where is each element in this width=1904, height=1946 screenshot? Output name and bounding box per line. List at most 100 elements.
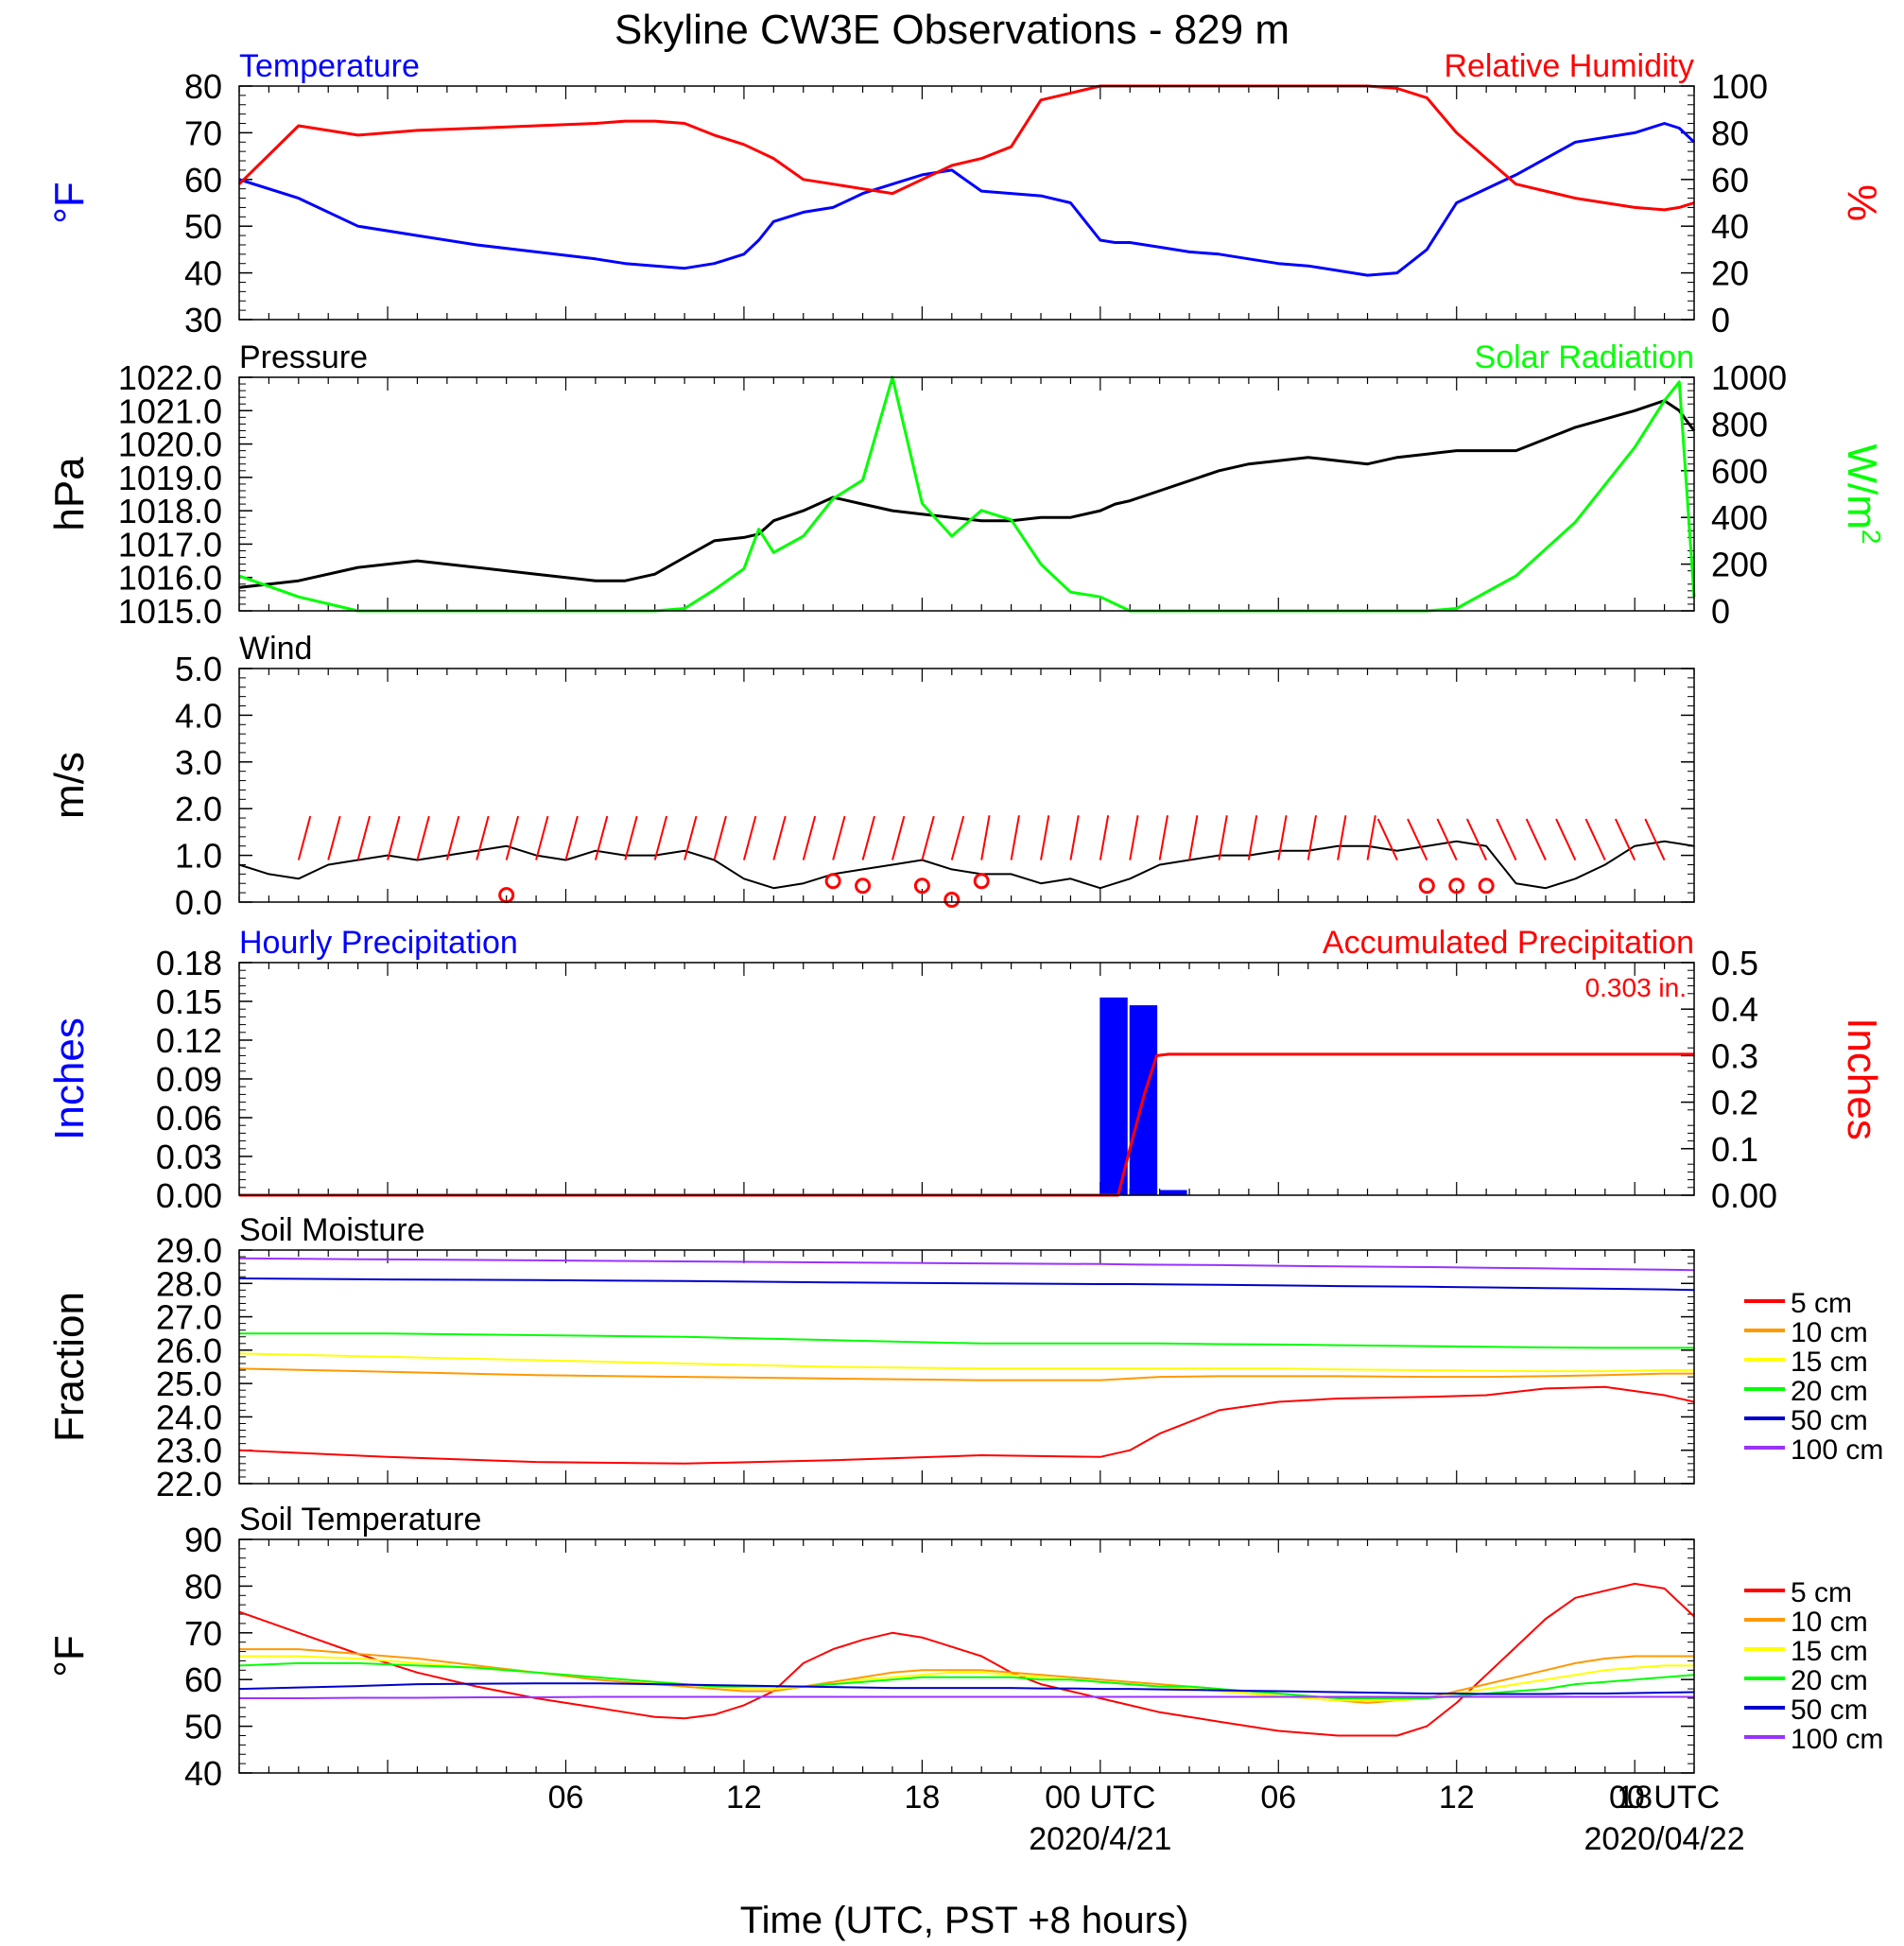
wind-barb [1069, 815, 1080, 860]
y2-tick-label: 40 [1711, 207, 1749, 246]
y2-tick-label: 0.2 [1711, 1084, 1758, 1122]
y-axis-label: Fraction [46, 1292, 93, 1442]
series-line-temperature [238, 122, 1696, 277]
panel-frame [238, 85, 1695, 321]
y2-tick-label: 800 [1711, 405, 1768, 443]
y-tick-label: 0.18 [156, 944, 222, 982]
y-tick-label: 50 [184, 1708, 222, 1746]
wind-barb [1218, 815, 1228, 860]
x-tick-label: 06 [1260, 1780, 1296, 1816]
legend-label: 15 cm [1791, 1636, 1868, 1667]
y2-tick-label: 20 [1711, 254, 1749, 293]
panel-wind: 5.0 4.0 3.0 2.0 1.0 0.0 Wind m/s [46, 631, 1695, 922]
wind-barb [861, 815, 875, 860]
y-tick-label: 30 [184, 301, 222, 339]
series-line-100-cm [238, 1257, 1695, 1272]
y2-tick-label: 80 [1711, 113, 1749, 152]
y-tick-label: 0.00 [156, 1176, 222, 1215]
wind-barb [476, 815, 490, 860]
y2-axis-label: Inches [1839, 1017, 1885, 1140]
precip-bar [1159, 1190, 1187, 1195]
wind-barb [594, 815, 609, 860]
panel-title-left: Temperature [239, 48, 420, 84]
wind-barb [356, 815, 372, 860]
wind-barb [535, 815, 549, 860]
y-tick-label: 70 [184, 1614, 222, 1653]
y-tick-label: 1016.0 [118, 559, 222, 598]
panel-title-right: Solar Radiation [1475, 339, 1694, 375]
series-line-100-cm [239, 1695, 1694, 1699]
wind-barb [624, 815, 638, 860]
x-tick-label: 18 [1617, 1780, 1653, 1816]
y2-tick-label: 0.3 [1711, 1036, 1758, 1075]
panel-title-left: Soil Temperature [239, 1502, 481, 1538]
y-tick-label: 1019.0 [118, 459, 222, 497]
wind-barb [1277, 815, 1288, 860]
series-line-50-cm [238, 1682, 1695, 1695]
x-tick-label: 12 [1439, 1780, 1475, 1816]
y-axis-label: °F [46, 182, 93, 223]
y-tick-label: 0.15 [156, 982, 222, 1021]
y-tick-label: 40 [184, 254, 222, 293]
main-title: Skyline CW3E Observations - 829 m [614, 7, 1290, 53]
panel-frame [238, 668, 1695, 903]
wind-barb [950, 815, 965, 860]
panel-title-left: Pressure [239, 339, 368, 375]
wind-barb [1376, 818, 1398, 860]
y2-tick-label: 0 [1711, 301, 1730, 339]
y-tick-label: 2.0 [175, 790, 222, 828]
y-axis-label: hPa [46, 457, 93, 531]
wind-barb [1555, 818, 1577, 860]
y2-tick-label: 1000 [1711, 358, 1787, 397]
legend-label: 100 cm [1791, 1724, 1883, 1755]
calm-marker [1418, 877, 1435, 895]
wind-barb [1158, 815, 1168, 860]
panel-frame [238, 1249, 1695, 1485]
y-tick-label: 1018.0 [118, 492, 222, 530]
panel-pressure-solar: 1022.01021.01020.01019.01018.01017.01016… [46, 339, 1887, 631]
series-line-pressure [238, 399, 1696, 589]
legend-label: 20 cm [1791, 1376, 1868, 1407]
y-tick-label: 1022.0 [118, 358, 222, 397]
series-line-15-cm [238, 1352, 1694, 1373]
wind-barb [1247, 815, 1258, 860]
wind-barb [713, 815, 727, 860]
y2-tick-label: 0.00 [1711, 1176, 1777, 1215]
wind-barb [1337, 815, 1347, 860]
series-line-wind-speed [238, 840, 1695, 890]
x-axis-label: Time (UTC, PST +8 hours) [740, 1900, 1189, 1941]
wind-barb [1644, 818, 1666, 860]
y2-tick-label: 0.5 [1711, 944, 1758, 982]
y-axis-label: Inches [46, 1017, 93, 1140]
wind-barb [387, 815, 401, 860]
wind-barb [980, 815, 991, 860]
wind-barb [1099, 815, 1110, 860]
y2-tick-label: 60 [1711, 161, 1749, 200]
series-line-50-cm [238, 1277, 1695, 1292]
wind-barb [772, 815, 787, 860]
calm-marker [1478, 877, 1495, 895]
y-tick-label: 0.06 [156, 1099, 222, 1138]
wind-barb [327, 815, 341, 860]
y-tick-label: 4.0 [175, 696, 222, 735]
y-tick-label: 0.12 [156, 1021, 222, 1060]
series-line-solar-radiation [238, 375, 1696, 613]
wind-barb [1010, 815, 1020, 860]
x-tick-label: 18 [904, 1780, 940, 1816]
y2-tick-label: 100 [1711, 67, 1768, 106]
x-tick-label: 06 [548, 1780, 584, 1816]
panel-title-right: Accumulated Precipitation [1323, 925, 1694, 961]
panel-frame [238, 376, 1695, 612]
calm-marker [1448, 877, 1465, 895]
wind-barb [1129, 815, 1139, 860]
y-tick-label: 24.0 [156, 1398, 222, 1436]
panel-temperature-humidity: 80 70 60 50 40 30 100 80 60 40 20 0 Temperature Relat… [46, 48, 1885, 339]
series-line-accumulated-precipitation [239, 1052, 1694, 1197]
y2-tick-label: 200 [1711, 546, 1768, 584]
wind-barb [297, 815, 312, 860]
series-line-10-cm [239, 1648, 1694, 1704]
y-tick-label: 1017.0 [118, 525, 222, 564]
wind-barb [416, 815, 430, 860]
wind-barb [1407, 818, 1428, 860]
y-tick-label: 23.0 [156, 1432, 222, 1470]
